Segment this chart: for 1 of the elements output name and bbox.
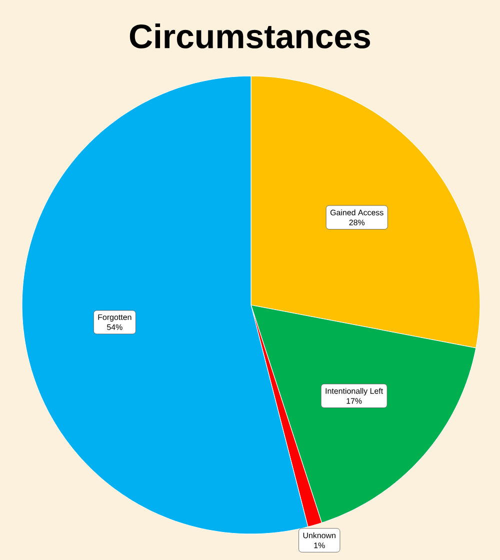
chart-title: Circumstances	[130, 24, 370, 48]
